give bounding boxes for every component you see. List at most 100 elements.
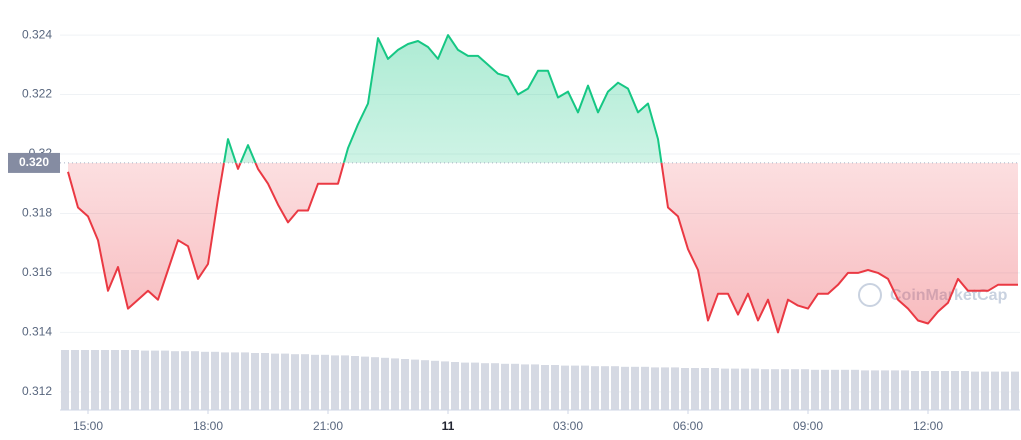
volume-bar	[801, 369, 809, 410]
volume-bar	[301, 354, 309, 410]
volume-bar	[871, 370, 879, 410]
volume-bar	[981, 371, 989, 410]
volume-bar	[311, 354, 319, 410]
x-tick-label: 09:00	[793, 419, 823, 433]
volume-bar	[631, 366, 639, 410]
volume-bar	[181, 351, 189, 410]
volume-bar	[461, 362, 469, 410]
volume-bar	[251, 353, 259, 410]
volume-bar	[291, 354, 299, 410]
volume-bar	[1011, 371, 1019, 410]
volume-bar	[171, 351, 179, 410]
volume-bar	[371, 357, 379, 410]
volume-bar	[721, 368, 729, 410]
volume-bar	[701, 368, 709, 410]
volume-bar	[211, 351, 219, 410]
volume-bar	[671, 367, 679, 410]
volume-bar	[921, 371, 929, 410]
reference-label-box	[8, 152, 60, 173]
volume-bar	[581, 365, 589, 410]
price-line-down	[67, 162, 1018, 334]
volume-bar	[351, 356, 359, 410]
reference-label: 0.320	[19, 155, 49, 169]
volume-bar	[691, 368, 699, 410]
volume-bar	[641, 366, 649, 410]
volume-bar	[951, 371, 959, 410]
volume-bar	[221, 352, 229, 410]
volume-bar	[521, 364, 529, 410]
y-tick-label: 0.318	[22, 206, 52, 220]
volume-bar	[961, 371, 969, 410]
volume-bar	[931, 371, 939, 410]
volume-bar	[121, 350, 129, 410]
volume-bar	[471, 362, 479, 410]
volume-bar	[881, 370, 889, 410]
volume-bar	[131, 350, 139, 410]
volume-bar	[201, 351, 209, 410]
volume-bar	[361, 356, 369, 410]
volume-bar	[791, 369, 799, 410]
y-tick-label: 0.312	[22, 384, 52, 398]
x-tick-label: 18:00	[193, 419, 223, 433]
volume-bar	[331, 355, 339, 410]
volume-bar	[621, 366, 629, 410]
volume-bar	[971, 371, 979, 410]
volume-bar	[911, 371, 919, 410]
volume-bar	[491, 363, 499, 410]
volume-bar	[151, 350, 159, 410]
y-tick-label: 0.322	[22, 87, 52, 101]
volume-bar	[241, 352, 249, 410]
volume-bar	[891, 370, 899, 410]
volume-bar	[821, 369, 829, 410]
volume-bar	[511, 363, 519, 410]
volume-bar	[81, 350, 89, 410]
x-tick-label: 03:00	[553, 419, 583, 433]
area-above	[223, 35, 662, 163]
volume-bar	[451, 362, 459, 410]
x-tick-label: 12:00	[913, 419, 943, 433]
volume-bar	[531, 364, 539, 410]
x-tick-label: 21:00	[313, 419, 343, 433]
x-tick-label: 11	[442, 419, 455, 433]
volume-bar	[601, 366, 609, 410]
y-tick-label: 0.316	[22, 265, 52, 279]
volume-bar	[111, 350, 119, 410]
price-line-up	[222, 34, 663, 163]
area-below	[68, 162, 1018, 333]
volume-bar	[851, 369, 859, 410]
volume-bar	[501, 363, 509, 410]
volume-bar	[651, 367, 659, 410]
volume-bar	[391, 358, 399, 410]
volume-bar	[191, 351, 199, 410]
x-tick-label: 06:00	[673, 419, 703, 433]
volume-bar	[101, 350, 109, 410]
volume-bar	[271, 353, 279, 410]
volume-bar	[591, 366, 599, 410]
volume-bar	[661, 367, 669, 410]
volume-bar	[341, 355, 349, 410]
volume-bar	[61, 350, 69, 410]
volume-bar	[421, 360, 429, 410]
volume-bar	[381, 357, 389, 410]
y-tick-label: 0.314	[22, 325, 52, 339]
volume-bar	[161, 350, 169, 410]
volume-bar	[431, 360, 439, 410]
volume-bar	[741, 368, 749, 410]
volume-bar	[861, 370, 869, 410]
volume-bar	[321, 354, 329, 410]
volume-bar	[441, 361, 449, 410]
volume-bar	[141, 350, 149, 410]
volume-bar	[781, 369, 789, 410]
volume-bar	[611, 366, 619, 410]
volume-bar	[1001, 371, 1009, 410]
volume-bar	[841, 369, 849, 410]
volume-bar	[941, 371, 949, 410]
volume-bar	[401, 359, 409, 410]
volume-bar	[681, 368, 689, 410]
volume-bar	[751, 368, 759, 410]
volume-bar	[761, 369, 769, 410]
volume-bar	[711, 368, 719, 410]
volume-bar	[771, 369, 779, 410]
volume-bar	[991, 371, 999, 410]
